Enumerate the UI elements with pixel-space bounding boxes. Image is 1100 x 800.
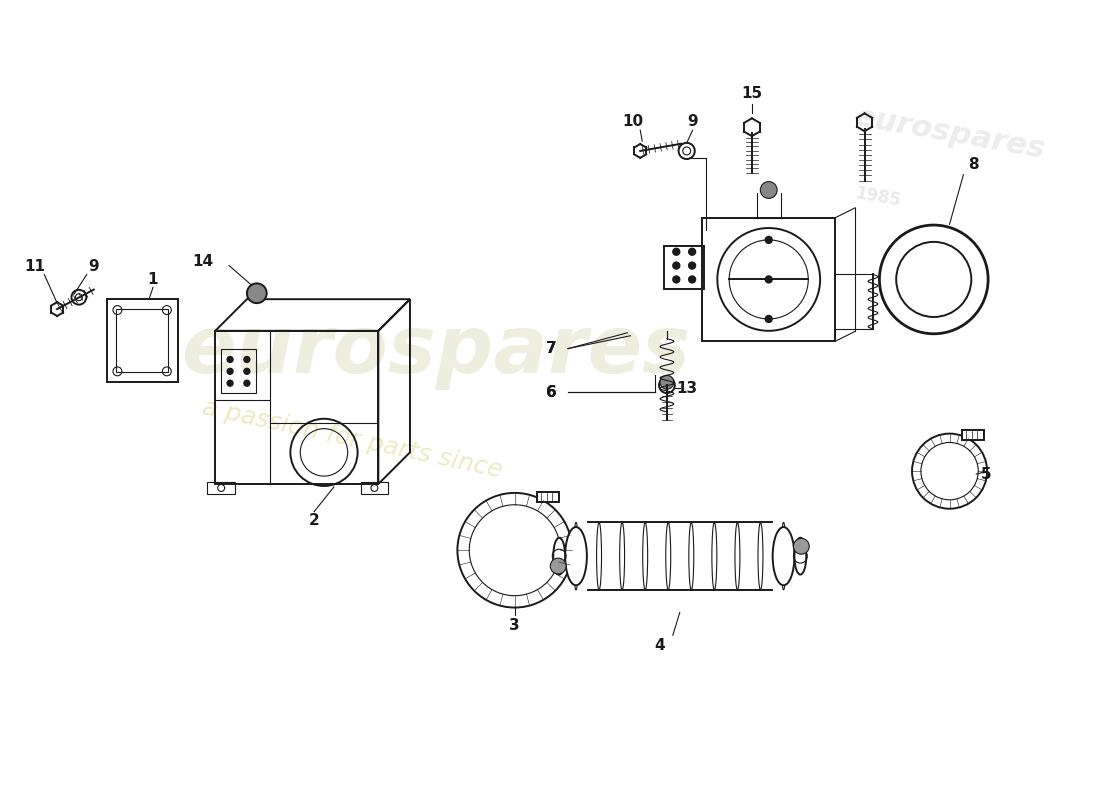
Circle shape (244, 357, 250, 362)
Text: 6: 6 (546, 385, 557, 399)
Ellipse shape (794, 538, 806, 574)
Bar (107, 299, 178, 382)
Circle shape (766, 315, 772, 322)
Text: 4: 4 (654, 638, 666, 653)
Ellipse shape (565, 527, 587, 586)
Text: eurospares: eurospares (180, 311, 690, 390)
Text: 9: 9 (88, 259, 99, 274)
Circle shape (793, 538, 810, 554)
Text: 11: 11 (24, 259, 45, 274)
Text: 10: 10 (623, 114, 643, 129)
Circle shape (673, 262, 680, 269)
Bar (962, 430, 984, 440)
Bar (361, 482, 388, 494)
Text: 14: 14 (191, 254, 213, 269)
Circle shape (766, 237, 772, 243)
Text: 5: 5 (981, 466, 991, 482)
Ellipse shape (772, 527, 794, 586)
Text: 15: 15 (741, 86, 762, 101)
Circle shape (660, 375, 674, 389)
Circle shape (244, 380, 250, 386)
Text: 1985: 1985 (854, 185, 902, 210)
Circle shape (760, 182, 777, 198)
Circle shape (766, 276, 772, 283)
Circle shape (673, 248, 680, 255)
Text: 13: 13 (676, 381, 697, 396)
Circle shape (227, 368, 233, 374)
Circle shape (673, 276, 680, 283)
Text: 6: 6 (546, 385, 557, 399)
Circle shape (689, 276, 695, 283)
Bar (221, 349, 256, 393)
Text: 3: 3 (509, 618, 520, 633)
Text: 2: 2 (309, 513, 319, 528)
Ellipse shape (553, 538, 565, 574)
Bar (208, 482, 235, 494)
Bar (702, 218, 835, 341)
Bar (664, 246, 704, 290)
Bar (117, 309, 168, 372)
Text: 9: 9 (688, 114, 697, 129)
Circle shape (550, 558, 566, 574)
Circle shape (246, 283, 266, 303)
Text: 8: 8 (968, 158, 979, 172)
Circle shape (689, 262, 695, 269)
Circle shape (689, 248, 695, 255)
Circle shape (227, 380, 233, 386)
Text: 7: 7 (546, 341, 557, 356)
Text: 7: 7 (546, 341, 557, 356)
Text: a passion for parts since: a passion for parts since (200, 396, 505, 483)
Circle shape (244, 368, 250, 374)
Bar (538, 492, 559, 502)
Bar (216, 331, 378, 484)
Circle shape (227, 357, 233, 362)
Text: 1: 1 (147, 272, 158, 287)
Text: eurospares: eurospares (852, 102, 1047, 164)
